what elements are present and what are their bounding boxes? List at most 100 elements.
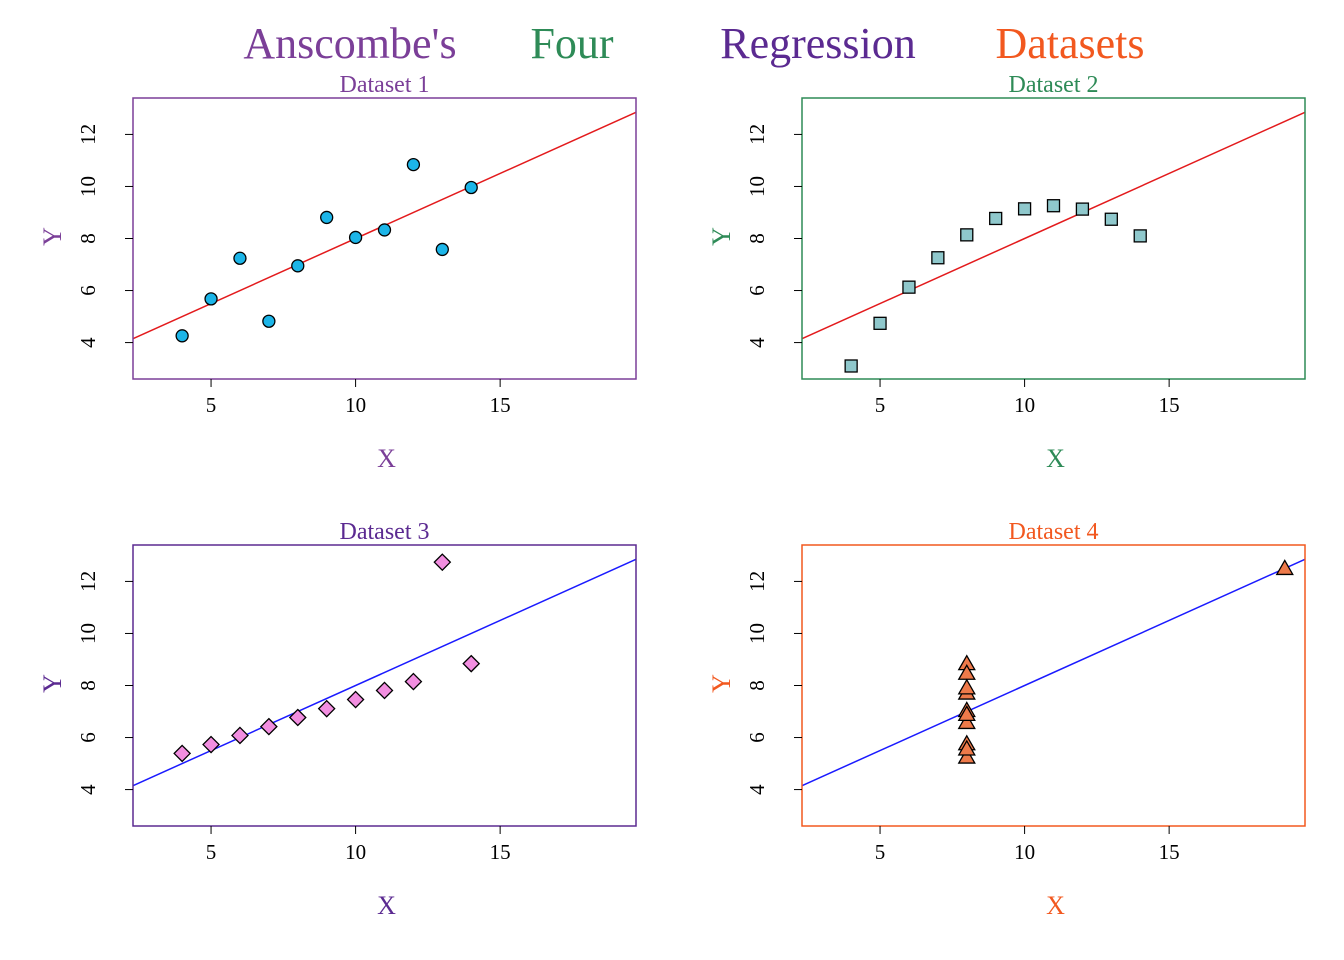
data-point [204,292,218,306]
data-point [1075,202,1090,216]
panel-4: Dataset 4 5 10 15 4 6 8 10 12 X Y [707,519,1306,920]
x-axis-label: X [377,891,396,920]
y-tick-label: 10 [76,623,100,644]
data-point [1046,199,1061,213]
data-point [375,681,394,700]
y-tick-label: 12 [745,124,769,145]
data-point [404,672,423,691]
data-point [233,251,247,265]
data-point [406,157,421,172]
data-point [433,553,452,572]
x-tick-label: 10 [1014,840,1035,864]
plot-frame [801,544,1306,827]
data-point [202,735,220,754]
y-tick-label: 6 [745,732,769,743]
data-point [989,211,1003,226]
y-tick-label: 12 [76,124,100,145]
data-point [1104,212,1118,226]
panel-title: Dataset 4 [1009,519,1099,545]
x-tick-label: 10 [1014,393,1035,417]
regression-line [802,111,1305,340]
panel-3: Dataset 3 5 10 15 4 6 8 10 12 X Y [38,519,637,920]
data-point [462,654,481,673]
data-point [173,744,192,763]
y-tick-label: 8 [76,233,100,244]
y-tick-label: 4 [745,784,769,795]
x-tick-label: 5 [875,393,886,417]
title-word-3: Regression [720,19,916,68]
data-point [317,699,336,718]
panels: Dataset 1 5 10 15 4 6 8 10 12 X Y Dataset 2 5 10 15 4 6 8… [38,72,1306,920]
data-point [262,314,276,328]
y-tick-label: 4 [745,337,769,348]
data-point [873,316,887,330]
x-axis-label: X [1046,891,1065,920]
data-point [259,717,278,736]
y-tick-label: 8 [745,680,769,691]
data-point [377,223,392,237]
data-point [348,230,363,245]
data-point [1275,559,1294,576]
data-point [931,251,945,265]
y-tick-label: 4 [76,337,100,348]
panel-title: Dataset 3 [340,519,430,545]
y-axis-label: Y [707,674,736,693]
x-tick-label: 5 [206,393,217,417]
y-tick-label: 6 [76,732,100,743]
data-point [957,739,976,756]
data-point [844,359,858,373]
data-point [175,329,189,343]
x-tick-label: 5 [875,840,886,864]
y-tick-label: 12 [745,571,769,592]
data-point [320,210,334,225]
data-point [1017,202,1032,216]
title-word-4: Datasets [995,19,1144,68]
y-tick-label: 10 [76,176,100,197]
plot-frame [801,97,1306,380]
figure-title: Anscombe's Four Regression Datasets [243,19,1144,68]
title-word-2: Four [530,19,613,68]
regression-line [802,558,1305,787]
data-point [464,180,478,195]
data-point [1133,229,1147,243]
x-tick-label: 10 [345,393,366,417]
x-tick-label: 10 [345,840,366,864]
y-tick-label: 10 [745,623,769,644]
y-tick-label: 4 [76,784,100,795]
regression-line [133,558,636,787]
data-point [435,242,449,257]
data-point [291,259,305,273]
panel-2: Dataset 2 5 10 15 4 6 8 10 12 X Y [707,72,1306,473]
data-point [346,690,365,709]
y-axis-label: Y [38,674,67,693]
panel-title: Dataset 1 [340,72,430,98]
x-tick-label: 15 [490,393,511,417]
y-axis-label: Y [707,227,736,246]
y-tick-label: 6 [745,285,769,296]
data-point [957,747,976,764]
x-tick-label: 5 [206,840,217,864]
data-point [957,713,976,730]
x-axis-label: X [1046,444,1065,473]
x-axis-label: X [377,444,396,473]
data-point [902,280,916,294]
data-point [960,228,974,242]
data-point [957,705,976,722]
y-tick-label: 6 [76,285,100,296]
title-word-1: Anscombe's [243,19,456,68]
data-point [957,678,976,695]
y-tick-label: 12 [76,571,100,592]
y-tick-label: 8 [745,233,769,244]
panel-1: Dataset 1 5 10 15 4 6 8 10 12 X Y [38,72,637,473]
x-tick-label: 15 [1159,393,1180,417]
data-point [288,708,307,727]
x-tick-label: 15 [1159,840,1180,864]
data-point [231,726,249,745]
y-tick-label: 8 [76,680,100,691]
plot-frame [132,97,637,380]
panel-title: Dataset 2 [1009,72,1099,98]
y-tick-label: 10 [745,176,769,197]
x-tick-label: 15 [490,840,511,864]
y-axis-label: Y [38,227,67,246]
